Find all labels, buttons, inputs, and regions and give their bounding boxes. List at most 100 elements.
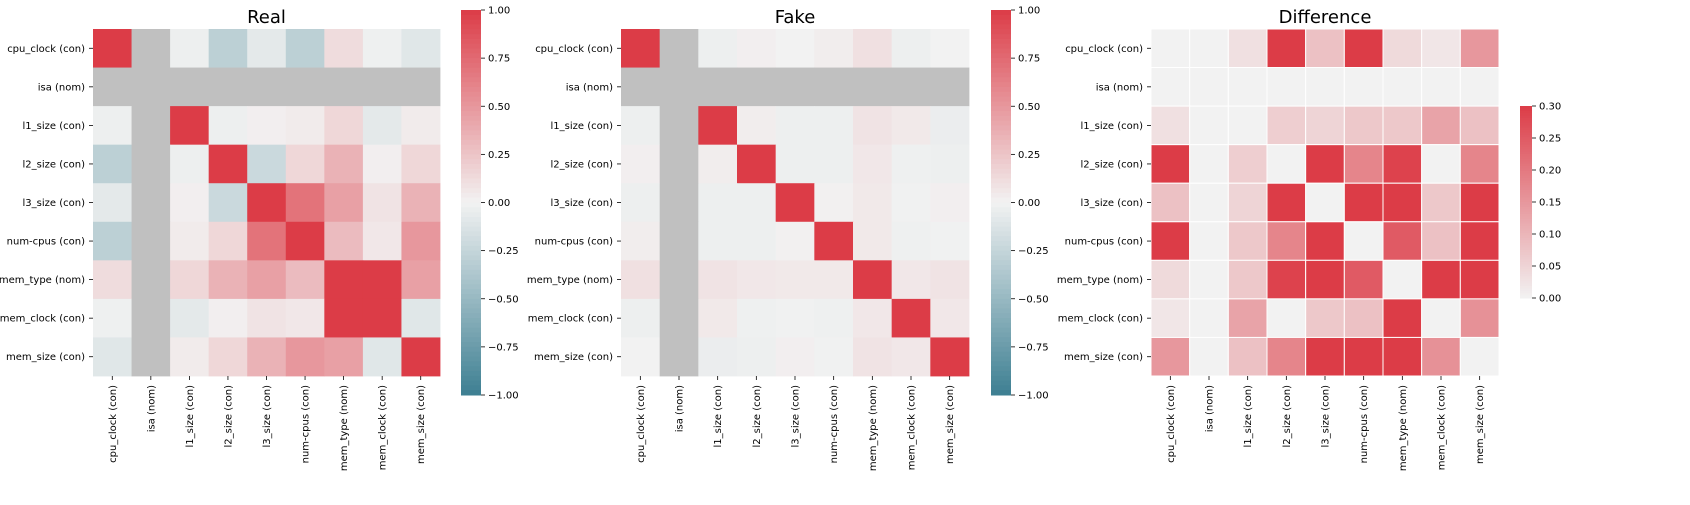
heatmap-cell: [698, 106, 738, 146]
heatmap-cell: [170, 106, 210, 146]
heatmap-cell: [1150, 336, 1191, 377]
x-tick-label: mem_size (con): [1475, 385, 1486, 464]
heatmap-cell: [698, 29, 738, 68]
heatmap-cell: [853, 106, 893, 146]
colorbar-segment: [1520, 271, 1532, 275]
colorbar-segment: [1520, 151, 1532, 155]
colorbar-segment: [991, 19, 1011, 25]
heatmap-cell: [1459, 28, 1500, 69]
y-tick-label: mem_type (nom): [527, 275, 613, 286]
heatmap-cell: [659, 337, 699, 377]
heatmap-cell: [1227, 336, 1268, 377]
heatmap-cell: [1343, 28, 1384, 69]
colorbar-segment: [991, 337, 1011, 343]
colorbar-segment: [991, 62, 1011, 69]
colorbar-segment: [461, 38, 481, 45]
heatmap-cell: [401, 29, 441, 68]
heatmap-cell: [891, 67, 931, 107]
colorbar-segment: [991, 135, 1011, 141]
colorbar-segment: [461, 111, 481, 117]
colorbar-segment: [991, 274, 1011, 280]
heatmap-cell: [401, 221, 441, 261]
colorbar-segment: [991, 24, 1011, 30]
y-tick-label: l1_size (con): [551, 121, 614, 132]
y-tick-label: mem_size (con): [1064, 352, 1143, 363]
colorbar-tick-label: −0.50: [488, 294, 519, 305]
colorbar-segment: [1520, 118, 1532, 121]
colorbar-segment: [461, 279, 481, 285]
y-tick-label: mem_clock (con): [0, 314, 85, 325]
heatmap-cell: [362, 298, 402, 338]
colorbar-segment: [461, 14, 481, 21]
heatmap-cell: [737, 106, 777, 146]
colorbar-segment: [1520, 168, 1532, 172]
heatmap-cell: [1266, 67, 1307, 107]
heatmap-cell: [93, 337, 132, 377]
colorbar-segment: [991, 67, 1011, 74]
heatmap-cell: [324, 260, 364, 300]
colorbar-segment: [991, 322, 1011, 329]
colorbar-segment: [1520, 161, 1532, 165]
heatmap-cell: [1382, 259, 1423, 300]
heatmap-cell: [93, 221, 132, 261]
heatmap-cell: [170, 29, 210, 68]
colorbar-segment: [461, 178, 481, 184]
colorbar-segment: [1520, 245, 1532, 249]
heatmap-cell: [1189, 67, 1229, 107]
heatmap-cell: [621, 67, 661, 107]
heatmap-cell: [1189, 336, 1229, 377]
colorbar-segment: [461, 361, 481, 367]
heatmap-cell: [891, 144, 931, 184]
colorbar-segment: [991, 385, 1011, 391]
heatmap-cell: [698, 183, 738, 223]
heatmap-cell: [737, 183, 777, 223]
heatmap-cell: [1227, 28, 1268, 69]
heatmap-cell: [324, 298, 364, 338]
colorbar-tick-label: 0.30: [1539, 102, 1561, 113]
x-tick-label: num-cpus (con): [829, 385, 840, 463]
heatmap-cell: [247, 221, 287, 261]
colorbar-segment: [461, 115, 481, 122]
heatmap-cell: [324, 67, 364, 107]
colorbar-segment: [461, 375, 481, 382]
heatmap-cell: [247, 106, 287, 146]
colorbar-segment: [461, 303, 481, 309]
colorbar-segment: [1520, 250, 1532, 253]
colorbar-segment: [991, 168, 1011, 175]
heatmap-cell: [1266, 221, 1307, 261]
colorbar-segment: [461, 101, 481, 107]
y-tick-label: cpu_clock (con): [535, 44, 613, 55]
colorbar-segment: [461, 188, 481, 194]
heatmap-cell: [853, 29, 893, 68]
colorbar-segment: [991, 370, 1011, 377]
heatmap-cell: [1305, 67, 1345, 107]
heatmap-cell: [1343, 67, 1384, 107]
colorbar-segment: [1520, 197, 1532, 201]
heatmap-cell: [401, 106, 441, 146]
colorbar-segment: [1520, 166, 1532, 169]
colorbar-segment: [461, 197, 481, 203]
heatmap-cell: [324, 29, 364, 68]
heatmap-cell: [891, 221, 931, 261]
heatmap-cell: [1382, 221, 1423, 261]
heatmap-cell: [285, 106, 325, 146]
heatmap-cell: [208, 260, 248, 300]
heatmap-cell: [247, 144, 287, 184]
heatmap-cell: [362, 221, 402, 261]
colorbar-tick-label: 0.15: [1539, 198, 1561, 209]
colorbar-segment: [991, 29, 1011, 35]
heatmap-cell: [1343, 182, 1384, 223]
heatmap-cell: [621, 144, 661, 184]
colorbar-segment: [991, 178, 1011, 184]
colorbar-segment: [461, 192, 481, 199]
colorbar-segment: [991, 342, 1011, 348]
colorbar-segment: [461, 293, 481, 300]
x-tick-label: isa (nom): [146, 385, 157, 432]
heatmap-cell: [362, 29, 402, 68]
heatmap-cell: [1343, 259, 1384, 300]
heatmap-cell: [1266, 144, 1307, 184]
heatmap-cell: [737, 29, 777, 68]
heatmap-cell: [1305, 144, 1345, 184]
heatmap-cell: [698, 144, 738, 184]
colorbar-segment: [991, 96, 1011, 102]
